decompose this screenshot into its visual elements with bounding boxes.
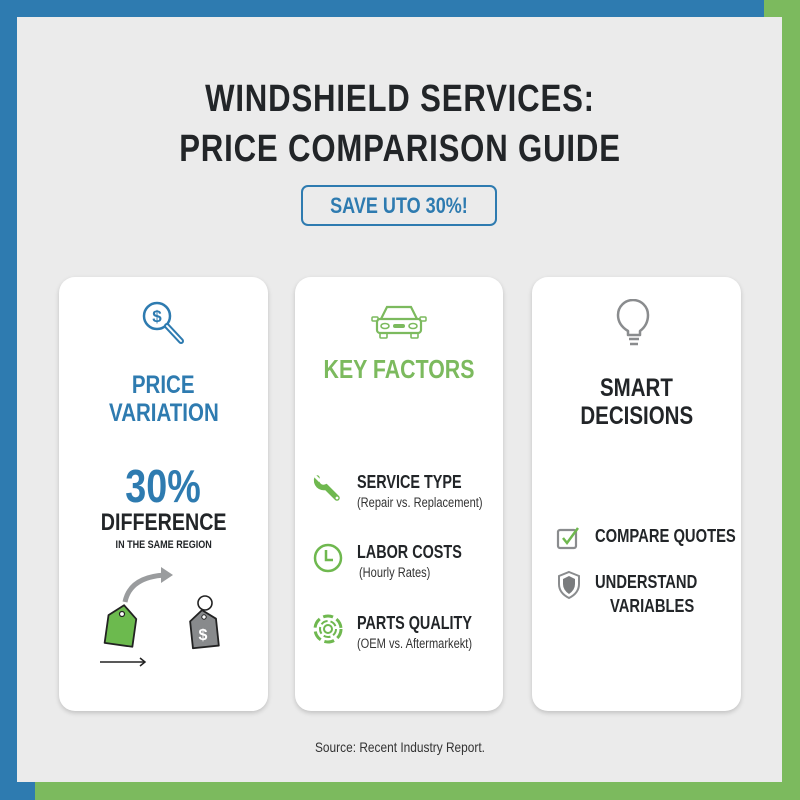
card-heading: PRICE VARIATION xyxy=(108,371,219,427)
card-heading: SMART DECISIONS xyxy=(580,374,693,430)
wrench-icon xyxy=(311,472,345,506)
card-price-variation: $ PRICE VARIATION 30% DIFFERENCE IN THE … xyxy=(59,277,268,711)
card-smart-decisions: SMART DECISIONS COMPARE QUOTES UNDERSTAN… xyxy=(532,277,741,711)
card-heading: KEY FACTORS xyxy=(323,354,475,384)
dollar-search-icon: $ xyxy=(59,299,268,349)
stat-label: DIFFERENCE xyxy=(100,509,227,536)
checkbox-icon xyxy=(556,524,582,550)
page-title-line2: PRICE COMPARISON GUIDE xyxy=(179,128,621,170)
svg-text:$: $ xyxy=(199,627,208,644)
lightbulb-icon xyxy=(532,299,741,351)
shield-icon xyxy=(556,570,582,600)
price-tags-illustration: $ xyxy=(95,567,235,677)
stat-sublabel: IN THE SAME REGION xyxy=(115,539,212,551)
factor-service-type: SERVICE TYPE (Repair vs. Replacement) xyxy=(295,472,503,522)
svg-text:$: $ xyxy=(152,307,162,326)
frame-border-blue xyxy=(0,0,764,17)
clock-icon xyxy=(311,542,345,576)
savings-badge: SAVE UTO 30%! xyxy=(301,185,497,226)
gray-price-tag-icon: $ xyxy=(189,595,220,650)
car-icon xyxy=(295,303,503,343)
factor-labor-costs: LABOR COSTS (Hourly Rates) xyxy=(295,542,503,592)
stat-value: 30% xyxy=(125,460,202,512)
savings-badge-label: SAVE UTO 30%! xyxy=(330,192,468,218)
green-price-tag-icon xyxy=(103,604,138,648)
card-key-factors: KEY FACTORS SERVICE TYPE (Repair vs. Rep… xyxy=(295,277,503,711)
factor-parts-quality: PARTS QUALITY (OEM vs. Aftermarkekt) xyxy=(295,613,503,663)
source-note: Source: Recent Industry Report. xyxy=(315,739,485,755)
frame-border-green-bottom xyxy=(35,782,800,800)
page-title-line1: WINDSHIELD SERVICES: xyxy=(205,78,595,120)
parts-gear-icon xyxy=(311,613,345,647)
